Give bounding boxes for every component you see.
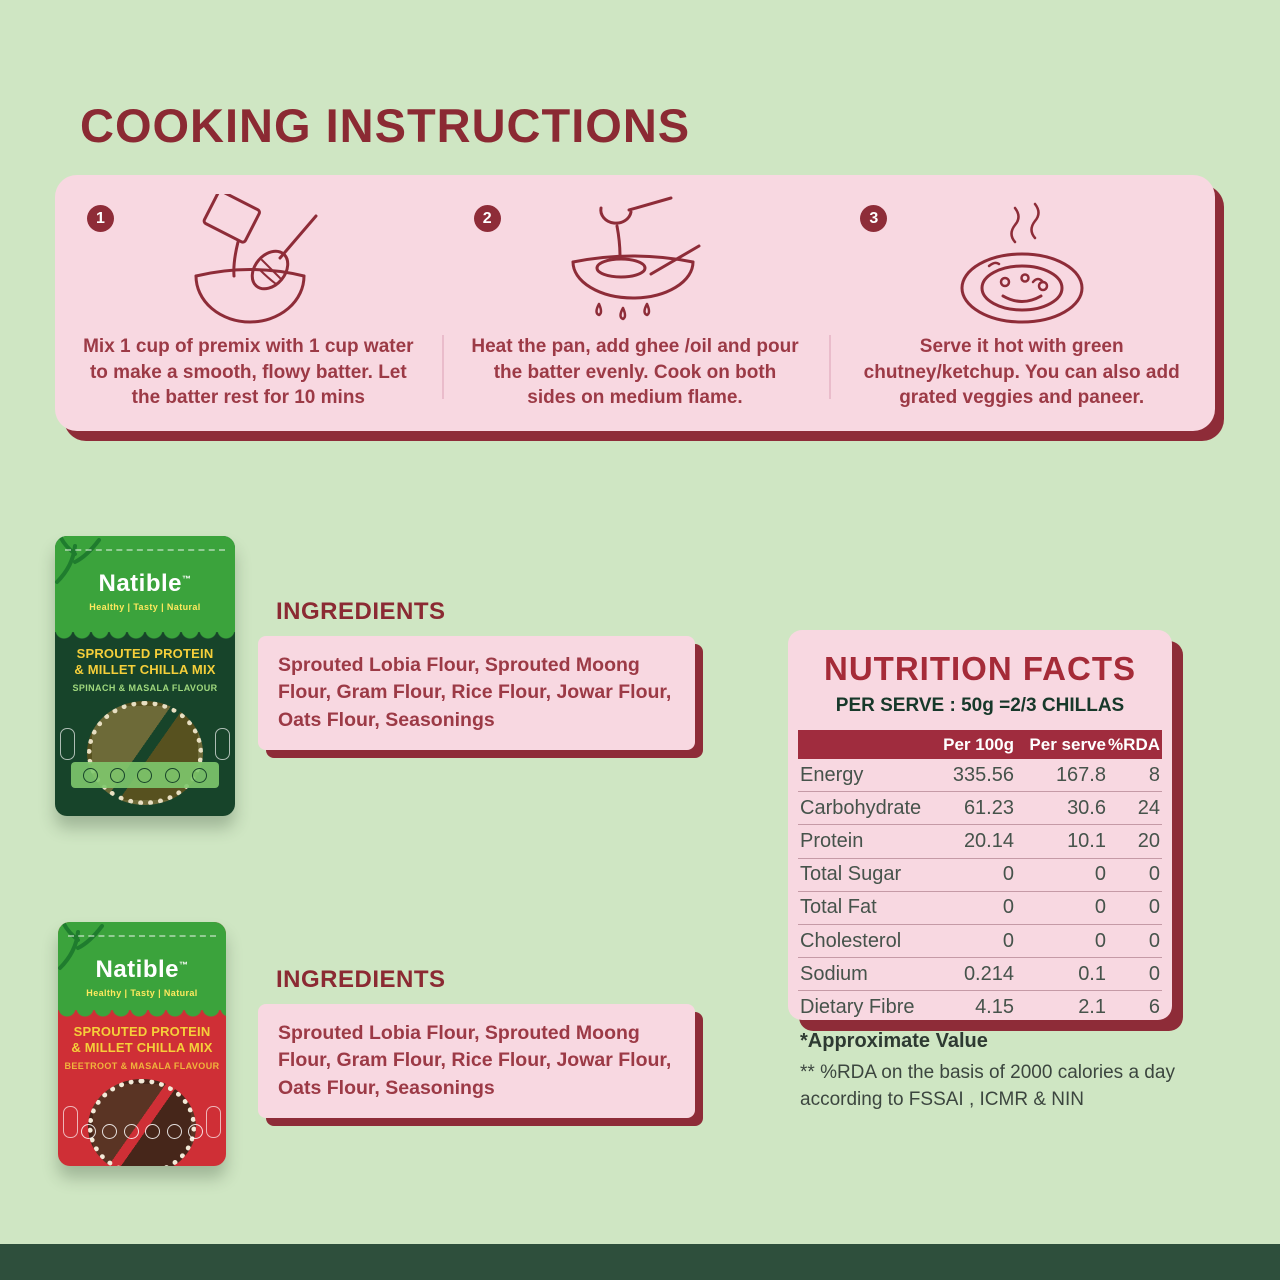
step-number-badge: 2	[473, 205, 501, 232]
feature-badge-icon	[145, 1123, 161, 1139]
rda-basis-note: ** %RDA on the basis of 2000 calories a …	[800, 1062, 1175, 1110]
step-text: Heat the pan, add ghee /oil and pour the…	[471, 336, 799, 409]
cooking-step-3: 3 Serve it hot with green chutney/ketchu…	[828, 175, 1215, 431]
feature-badge-icon	[137, 767, 153, 783]
ingredients-section-beetroot: INGREDIENTS Sprouted Lobia Flour, Sprout…	[258, 966, 695, 1118]
feature-icons-strip	[74, 1118, 210, 1144]
brand-logo: Natible™	[95, 956, 189, 983]
page-title: COOKING INSTRUCTIONS	[80, 99, 691, 152]
feature-badge-icon	[166, 1123, 182, 1139]
feature-badge-icon	[80, 1123, 96, 1139]
step-number-badge: 3	[860, 205, 888, 232]
step-number-badge: 1	[87, 205, 114, 232]
nutrition-row: Sodium 0.214 0.1 0	[798, 958, 1162, 992]
feature-badge-icon	[83, 767, 99, 783]
pouch-side-badge	[215, 728, 230, 760]
pouch-side-badge	[63, 1106, 78, 1138]
product-pouch-beetroot: Natible™ Healthy | Tasty | Natural SPROU…	[58, 922, 226, 1166]
nutrition-row: Total Sugar 0 0 0	[798, 859, 1162, 892]
pouch-side-badge	[206, 1106, 221, 1138]
pouch-flavour: SPINACH & MASALA FLAVOUR	[72, 682, 218, 693]
steaming-plate-icon	[937, 191, 1107, 334]
pouch-product-title: SPROUTED PROTEIN	[76, 646, 214, 661]
ingredients-heading: INGREDIENTS	[276, 966, 446, 993]
step-text: Mix 1 cup of premix with 1 cup water to …	[83, 336, 414, 409]
feature-badge-icon	[102, 1123, 118, 1139]
ingredients-text-box: Sprouted Lobia Flour, Sprouted Moong Flo…	[258, 636, 695, 750]
nutrition-row: Total Fat 0 0 0	[798, 892, 1162, 925]
step-text: Serve it hot with green chutney/ketchup.…	[863, 336, 1180, 409]
pouch-top-band: Natible™ Healthy | Tasty | Natural	[55, 536, 235, 632]
brand-tagline: Healthy | Tasty | Natural	[89, 602, 201, 612]
nutrition-facts-panel: NUTRITION FACTS PER SERVE : 50g =2/3 CHI…	[788, 630, 1172, 1020]
header-cell-perserve: Per serve	[1029, 734, 1106, 754]
feature-badge-icon	[123, 1123, 139, 1139]
pouch-side-badge	[60, 728, 75, 760]
feature-badge-icon	[191, 767, 207, 783]
mixing-bowl-whisk-icon	[168, 191, 328, 334]
nutrition-table-header: Per 100g Per serve %RDA	[798, 730, 1162, 759]
nutrition-row: Cholesterol 0 0 0	[798, 925, 1162, 959]
nutrition-row: Protein 20.14 10.1 20	[798, 825, 1162, 859]
zipper-seal	[65, 549, 225, 551]
pouch-product-title: & MILLET CHILLA MIX	[74, 662, 216, 678]
pouch-body: SPROUTED PROTEIN & MILLET CHILLA MIX BEE…	[58, 1010, 226, 1166]
nutrition-subtitle: PER SERVE : 50g =2/3 CHILLAS	[835, 695, 1125, 716]
pouch-flavour: BEETROOT & MASALA FLAVOUR	[64, 1060, 220, 1071]
cooking-step-1: 1 Mix 1 cup of premix with 1 cup water t…	[55, 175, 442, 431]
step-divider	[828, 335, 831, 399]
tree-branch-icon	[58, 922, 104, 970]
chilla-photo	[88, 1078, 196, 1166]
nutrition-table-body: Energy 335.56 167.8 8 Carbohydrate 61.23…	[798, 759, 1162, 1024]
footer-bar	[0, 1244, 1280, 1280]
pouch-body: SPROUTED PROTEIN & MILLET CHILLA MIX SPI…	[55, 632, 235, 816]
ingredients-heading: INGREDIENTS	[276, 598, 446, 625]
step-divider	[442, 335, 445, 399]
tree-branch-icon	[55, 536, 101, 584]
nutrition-footnotes: *Approximate Value ** %RDA on the basis …	[800, 1030, 1182, 1113]
header-cell-per100g: Per 100g	[943, 734, 1014, 754]
pouch-product-title: & MILLET CHILLA MIX	[71, 1040, 213, 1056]
cooking-step-2: 2 Heat the pan, add ghee /oil and pour t…	[442, 175, 829, 431]
pan-ladle-icon	[555, 191, 715, 334]
feature-badge-icon	[164, 767, 180, 783]
feature-badge-icon	[110, 767, 126, 783]
chilla-photo	[87, 700, 203, 805]
zipper-seal	[68, 935, 216, 937]
pouch-top-band: Natible™ Healthy | Tasty | Natural	[58, 922, 226, 1010]
header-cell-rda: %RDA	[1108, 734, 1160, 754]
nutrition-row: Dietary Fibre 4.15 2.1 6	[800, 995, 1160, 1018]
brand-logo: Natible™	[98, 570, 192, 597]
brand-tagline: Healthy | Tasty | Natural	[86, 988, 198, 998]
nutrition-title: NUTRITION FACTS	[824, 650, 1136, 687]
pouch-product-title: SPROUTED PROTEIN	[73, 1024, 211, 1039]
cooking-steps-card: 1 Mix 1 cup of premix with 1 cup water t…	[55, 175, 1215, 431]
ingredients-section-spinach: INGREDIENTS Sprouted Lobia Flour, Sprout…	[258, 598, 695, 750]
product-pouch-spinach: Natible™ Healthy | Tasty | Natural SPROU…	[55, 536, 235, 816]
nutrition-row: Carbohydrate 61.23 30.6 24	[798, 792, 1162, 826]
feature-badge-icon	[188, 1123, 204, 1139]
approximate-value-note: *Approximate Value	[800, 1030, 988, 1052]
feature-icons-strip	[71, 762, 219, 788]
ingredients-text-box: Sprouted Lobia Flour, Sprouted Moong Flo…	[258, 1004, 695, 1118]
nutrition-row: Energy 335.56 167.8 8	[798, 759, 1162, 793]
